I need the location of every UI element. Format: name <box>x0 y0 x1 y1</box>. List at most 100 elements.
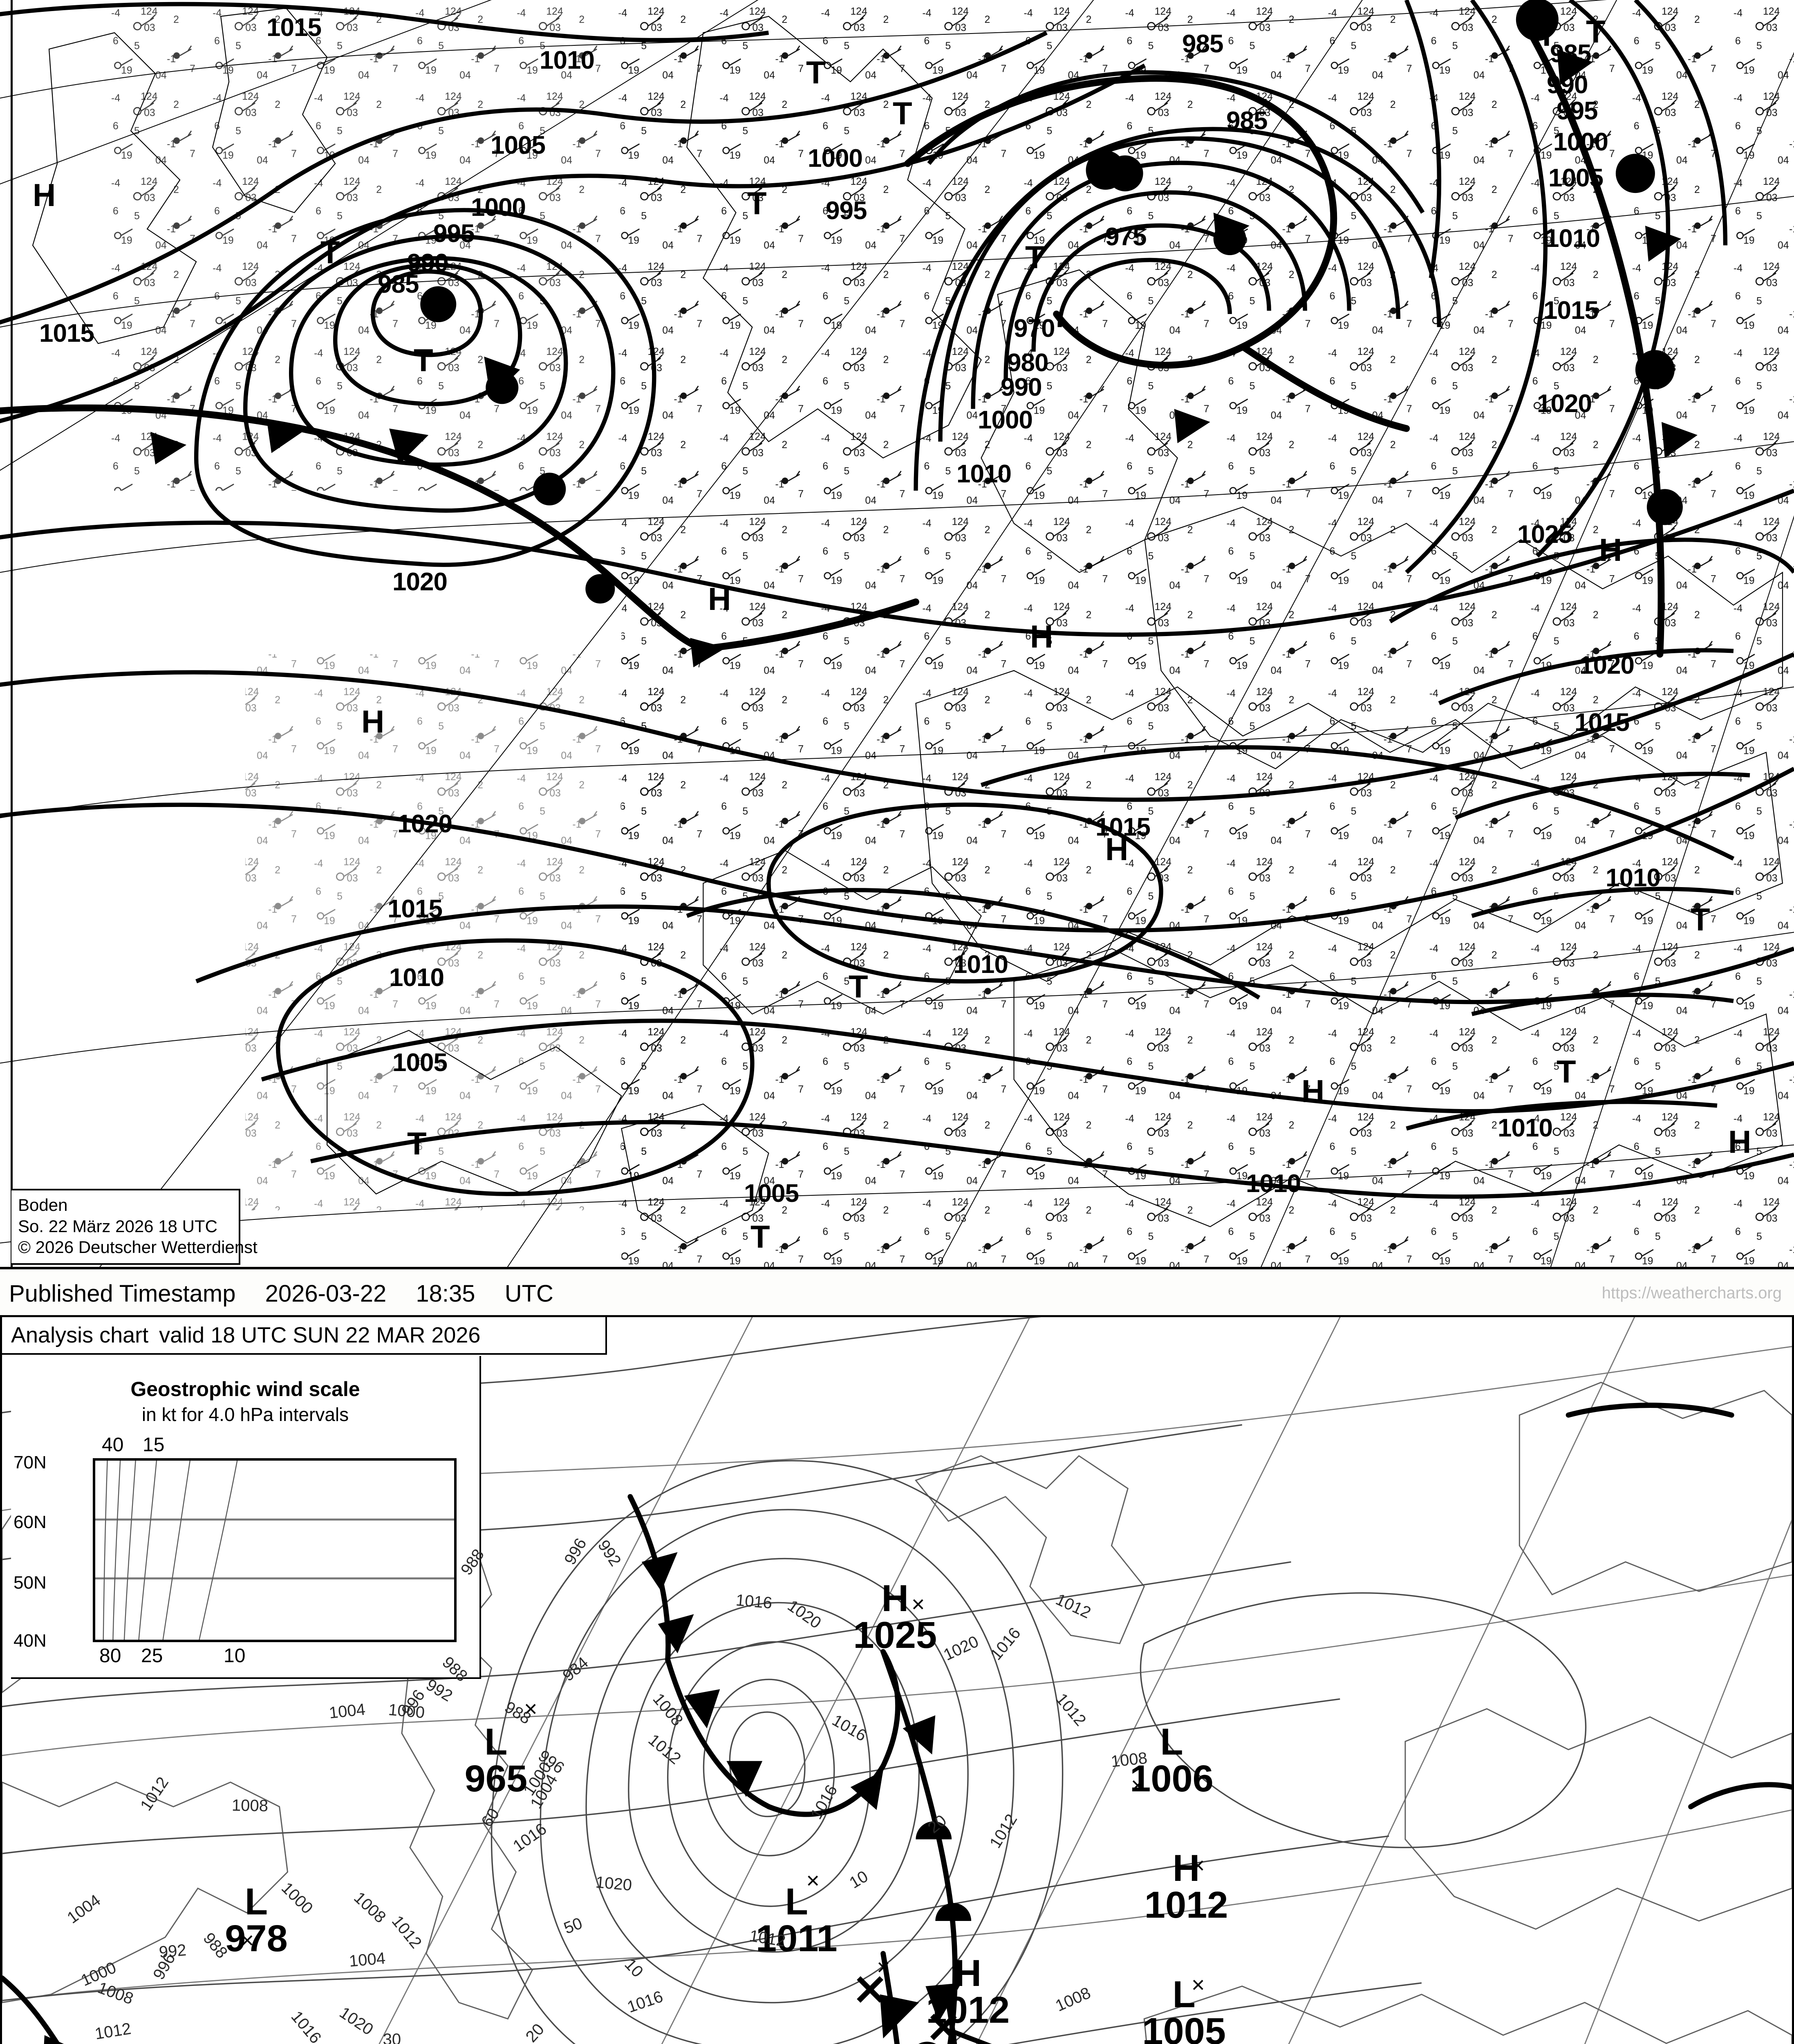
pressure-center-marker-icon: × <box>524 1695 538 1721</box>
dwd-isobar-label: 995 <box>1557 97 1598 125</box>
dwd-isobar-label: 980 <box>1007 349 1048 377</box>
gws-lat-50n: 50N <box>13 1573 47 1593</box>
dwd-pressure-center-low: T <box>1691 901 1710 937</box>
pressure-center-value: 1012 <box>926 1989 1010 2031</box>
gws-subtitle: in kt for 4.0 hPa intervals <box>141 1404 349 1425</box>
gws-top-15: 15 <box>143 1434 165 1456</box>
dwd-isobar-label: 1020 <box>1537 390 1592 418</box>
analysis-valid-time: valid 18 UTC SUN 22 MAR 2026 <box>159 1323 481 1347</box>
timestamp-zone: UTC <box>504 1280 553 1307</box>
dwd-legend-line2: So. 22 März 2026 18 UTC <box>18 1216 217 1236</box>
dwd-isobar-label: 1005 <box>1548 164 1604 192</box>
pressure-center-marker-icon: × <box>876 1954 890 1980</box>
geostrophic-wind-scale-box: Geostrophic wind scale in kt for 4.0 hPa… <box>11 1356 481 1679</box>
pressure-center-value: 1005 <box>1142 2010 1226 2044</box>
dwd-isobar-label: 1000 <box>1553 128 1608 156</box>
dwd-isobar-label: 1005 <box>392 1049 448 1077</box>
dwd-legend-line1: Boden <box>18 1195 68 1215</box>
dwd-isobar-label: 1020 <box>1579 651 1635 679</box>
dwd-isobar-label: 985 <box>378 270 419 298</box>
dwd-pressure-center-high: H <box>708 581 731 617</box>
dwd-map-graphic: .iso{fill:none;stroke:#000;stroke-width:… <box>0 0 1794 1267</box>
dwd-pressure-center-low: T <box>414 342 433 378</box>
pressure-center-value: 965 <box>464 1757 528 1800</box>
pressure-center-letter: H <box>1172 1847 1200 1889</box>
source-url-label[interactable]: https://weathercharts.org <box>1601 1284 1782 1302</box>
dwd-isobar-label: 1015 <box>267 13 322 42</box>
metoffice-isobar-label: 1020 <box>595 1873 633 1895</box>
pressure-center-letter: L <box>484 1721 508 1763</box>
pressure-center-value: 1025 <box>853 1614 937 1656</box>
dwd-isobar-label: 1010 <box>1498 1114 1553 1142</box>
timestamp-label: Published Timestamp <box>9 1280 236 1307</box>
dwd-isobar-label: 1015 <box>39 319 94 347</box>
metoffice-isobar-label: 1004 <box>348 1949 387 1970</box>
dwd-isobar-label: 1020 <box>392 568 448 596</box>
dwd-surface-analysis-panel: .iso{fill:none;stroke:#000;stroke-width:… <box>0 0 1794 1269</box>
pressure-center-marker-icon: × <box>1131 1772 1144 1798</box>
metoffice-pressure-center-low-1005: L 1005 <box>1142 1975 1226 2044</box>
dwd-isobar-label: 1005 <box>744 1179 799 1208</box>
dwd-isobar-label: 1000 <box>808 144 863 173</box>
dwd-isobar-label: 985 <box>1226 107 1268 135</box>
dwd-pressure-center-low: T <box>407 1125 427 1161</box>
dwd-isobar-label: 1015 <box>1575 708 1630 737</box>
dwd-pressure-center-low: T <box>320 234 340 270</box>
pressure-center-marker-icon: × <box>240 1927 254 1953</box>
pressure-center-marker-icon: × <box>1191 1972 1205 1998</box>
dwd-pressure-center-high: H <box>33 177 56 213</box>
dwd-pressure-center-high: H <box>1728 1124 1751 1160</box>
dwd-isobar-label: 1010 <box>540 46 595 74</box>
dwd-isobar-label: 1010 <box>956 460 1012 488</box>
dwd-isobar-label: 970 <box>1014 314 1055 343</box>
dwd-isobar-label: 1010 <box>1545 224 1600 253</box>
dwd-legend-box: Boden So. 22 März 2026 18 UTC © 2026 Deu… <box>11 1189 258 1265</box>
dwd-isobar-label: 1020 <box>397 810 452 838</box>
dwd-pressure-center-low: T <box>806 54 826 90</box>
published-timestamp-bar: Published Timestamp 2026-03-22 18:35 UTC… <box>0 1269 1794 1315</box>
dwd-pressure-center-low: T <box>893 95 912 131</box>
metoffice-isobar-label: 30 <box>383 2031 401 2044</box>
dwd-isobar-label: 975 <box>1105 223 1147 251</box>
gws-lat-40n: 40N <box>13 1631 47 1651</box>
dwd-isobar-label: 990 <box>407 249 448 277</box>
pressure-center-letter: L <box>244 1880 268 1923</box>
metoffice-pressure-center-low-978: L 978 <box>225 1883 288 1957</box>
metoffice-analysis-panel: .miso{fill:none;stroke:#4a4a4a;stroke-wi… <box>0 1315 1794 2044</box>
pressure-center-value: 1012 <box>1144 1884 1228 1926</box>
timestamp-time: 18:35 <box>416 1280 475 1307</box>
dwd-isobar-label: 1000 <box>978 406 1033 434</box>
metoffice-pressure-center-high-1012: H 1012 <box>1144 1847 1228 1926</box>
metoffice-isobar-label: 1000 <box>387 1701 426 1722</box>
dwd-isobar-label: 1015 <box>387 895 443 923</box>
dwd-isobar-label: 990 <box>1001 373 1042 401</box>
dwd-isobar-label: 1025 <box>1517 520 1572 549</box>
dwd-pressure-center-high: H <box>1105 831 1129 867</box>
dwd-isobar-label: 995 <box>433 220 475 248</box>
dwd-isobar-label: 1000 <box>471 193 526 222</box>
pressure-center-marker-icon: × <box>911 1591 925 1617</box>
dwd-isobar-label: 1010 <box>953 950 1008 979</box>
timestamp-date: 2026-03-22 <box>265 1280 387 1307</box>
dwd-pressure-center-low: T <box>1025 239 1045 275</box>
gws-bottom-80: 80 <box>99 1645 121 1667</box>
dwd-pressure-center-high: H <box>1030 619 1053 654</box>
pressure-center-letter: L <box>1160 1721 1183 1763</box>
gws-lat-60n: 60N <box>13 1512 47 1532</box>
dwd-pressure-center-low: T <box>849 968 868 1004</box>
dwd-isobar-label: 985 <box>1182 30 1223 58</box>
dwd-isobar-label: 990 <box>1547 71 1588 99</box>
pressure-center-marker-icon: × <box>1191 1852 1205 1878</box>
gws-lat-70n: 70N <box>13 1452 47 1472</box>
dwd-isobar-label: 995 <box>826 197 867 225</box>
dwd-isobar-label: 1010 <box>389 964 444 992</box>
pressure-center-marker-icon: × <box>806 1867 820 1893</box>
dwd-legend-copyright: © 2026 Deutscher Wetterdienst <box>18 1237 258 1257</box>
dwd-pressure-center-low: T <box>1537 17 1557 53</box>
metoffice-pressure-center-low-965: L 965 <box>464 1721 528 1800</box>
gws-plot-area <box>93 1458 457 1642</box>
dwd-isobar-label: 1015 <box>1543 296 1599 325</box>
dwd-isobar-label: 1010 <box>1606 864 1661 892</box>
pressure-center-value: 1011 <box>756 1918 838 1960</box>
